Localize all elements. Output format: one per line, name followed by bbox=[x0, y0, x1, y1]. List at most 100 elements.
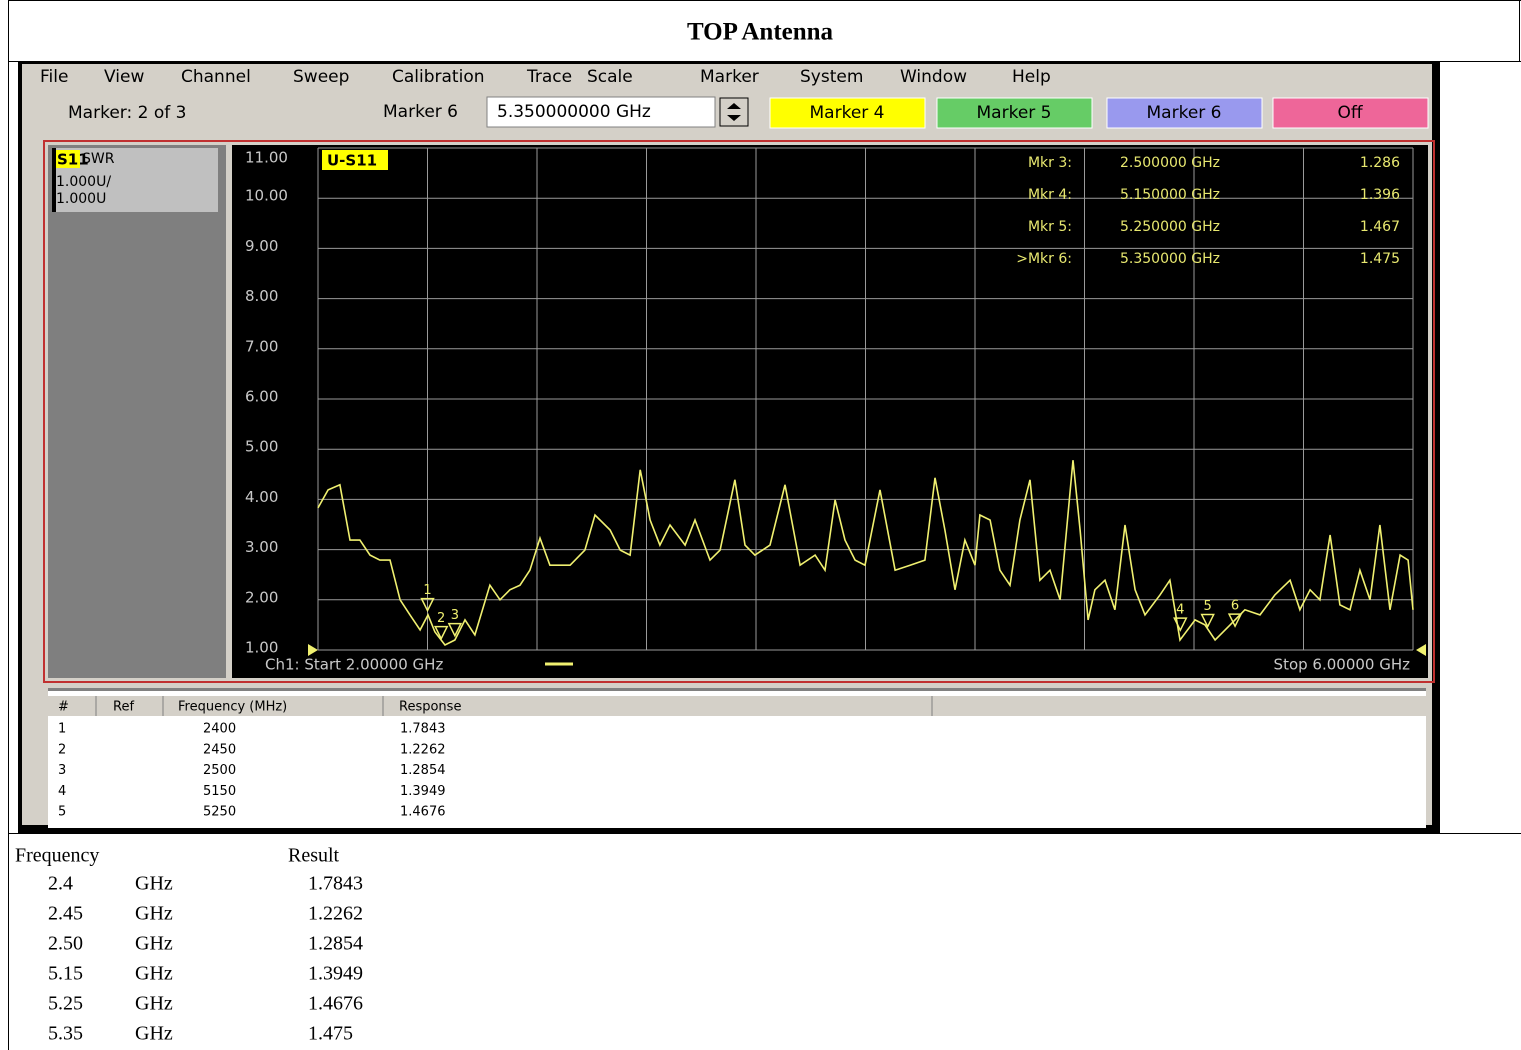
results-cell: GHz bbox=[135, 1023, 173, 1045]
readout-label: Mkr 3: bbox=[1028, 155, 1072, 171]
results-cell: GHz bbox=[135, 873, 173, 895]
trace-panel bbox=[48, 145, 226, 678]
y-tick-label: 3.00 bbox=[245, 538, 278, 556]
trace-line bbox=[317, 460, 1414, 647]
marker-button[interactable] bbox=[1272, 97, 1429, 129]
table-cell: 4 bbox=[58, 784, 66, 799]
table-cell: 3 bbox=[58, 763, 66, 778]
marker-button[interactable] bbox=[1106, 97, 1263, 129]
table-cell: 1.4676 bbox=[400, 805, 446, 820]
readout-value: 1.286 bbox=[1360, 155, 1400, 171]
results-cell: 1.4676 bbox=[308, 993, 363, 1015]
results-header: Frequency bbox=[15, 845, 99, 867]
results-cell: 1.475 bbox=[308, 1023, 353, 1045]
table-cell: 5250 bbox=[203, 805, 236, 820]
plot: 1.00 2.00 3.00 4.00 5.00 6.00 7.00 8.00 9.00 10.0… bbox=[245, 147, 1414, 657]
marker-triangle bbox=[1227, 613, 1243, 628]
results-cell: 1.7843 bbox=[308, 873, 363, 895]
table-header-cell: Ref bbox=[113, 700, 134, 715]
readout-value: 1.475 bbox=[1360, 251, 1400, 267]
table-cell: 6 bbox=[58, 826, 66, 841]
y-tick-label: 2.00 bbox=[245, 588, 278, 606]
table-cell: 1.2854 bbox=[400, 763, 446, 778]
results-cell: 1.3949 bbox=[308, 963, 363, 985]
plot-area bbox=[232, 145, 1428, 678]
results-cell: GHz bbox=[135, 903, 173, 925]
table-cell: 5 bbox=[58, 805, 66, 820]
table-edge bbox=[48, 688, 1426, 691]
readout-label: Mkr 5: bbox=[1028, 219, 1072, 235]
marker-input[interactable] bbox=[486, 96, 716, 128]
y-tick-label: 10.00 bbox=[245, 187, 288, 205]
marker-triangle bbox=[447, 622, 463, 638]
readout-freq: 2.500000 GHz bbox=[1120, 155, 1220, 171]
results-cell: 1.2854 bbox=[308, 933, 363, 955]
table-cell: 1.7843 bbox=[400, 722, 446, 737]
marker-button-label: Marker 5 bbox=[977, 103, 1052, 123]
ref-arrow bbox=[308, 644, 318, 656]
menu-item[interactable]: Help bbox=[1012, 67, 1051, 87]
menu-item[interactable]: Marker bbox=[700, 67, 759, 87]
table-header-cell: Response bbox=[399, 700, 461, 715]
y-tick-label: 9.00 bbox=[245, 237, 278, 255]
marker-table-body: # Ref Frequency (MHz) Response 1 2400 1.7843 2 2… bbox=[58, 696, 933, 841]
table-header-cell: Frequency (MHz) bbox=[178, 700, 287, 715]
readout-freq: 5.150000 GHz bbox=[1120, 187, 1220, 203]
results-cell: 2.45 bbox=[48, 903, 83, 925]
results-header: Result bbox=[288, 845, 340, 867]
results-cell: GHz bbox=[135, 963, 173, 985]
toolbar: Marker: 2 of 3 Marker 6 5.350000000 GHz … bbox=[68, 96, 1429, 129]
menu-bar: File View Channel Sweep Calibration Trace Scal… bbox=[40, 67, 1051, 87]
menu-item[interactable]: Sweep bbox=[293, 67, 349, 87]
menu-item[interactable]: Trace bbox=[526, 67, 572, 87]
menu-item[interactable]: Scale bbox=[587, 67, 633, 87]
trace-ref: 1.000U bbox=[56, 191, 106, 207]
menu-item[interactable]: Calibration bbox=[392, 67, 485, 87]
trace-box-edge bbox=[52, 148, 56, 212]
marker-button[interactable] bbox=[769, 97, 926, 129]
menu-item[interactable]: Window bbox=[900, 67, 967, 87]
marker-label: 6 bbox=[1231, 599, 1239, 614]
menu-item[interactable]: View bbox=[104, 67, 144, 87]
results-cell: GHz bbox=[135, 993, 173, 1015]
results-cell: 2.4 bbox=[48, 873, 73, 895]
menu-item[interactable]: System bbox=[800, 67, 863, 87]
menu-item[interactable]: File bbox=[40, 67, 68, 87]
chart-frame bbox=[43, 140, 1435, 683]
marker-label: 2 bbox=[437, 611, 445, 626]
readout-label: >Mkr 6: bbox=[1016, 251, 1072, 267]
trace-label: U-S11 bbox=[327, 152, 377, 170]
marker-field-label: Marker 6 bbox=[383, 102, 458, 122]
table-cell: 2500 bbox=[203, 763, 236, 778]
stop-label: Stop 6.00000 GHz bbox=[1274, 656, 1411, 674]
y-tick-label: 8.00 bbox=[245, 287, 278, 305]
marker-triangle bbox=[420, 597, 435, 613]
y-tick-label: 4.00 bbox=[245, 488, 278, 506]
results-cell: 1.2262 bbox=[308, 903, 363, 925]
menu-item[interactable]: Channel bbox=[181, 67, 251, 87]
readout-label: Mkr 4: bbox=[1028, 187, 1072, 203]
y-tick-label: 6.00 bbox=[245, 388, 278, 406]
marker-button[interactable] bbox=[936, 97, 1093, 129]
spin-button[interactable] bbox=[719, 97, 749, 127]
y-tick-label: 1.00 bbox=[245, 639, 278, 657]
marker-button-label: Marker 4 bbox=[810, 103, 885, 123]
trace-scale: 1.000U/ bbox=[56, 174, 111, 190]
table-cell: 1.4750 bbox=[400, 826, 446, 841]
results-cell: GHz bbox=[135, 933, 173, 955]
param-highlight bbox=[56, 150, 80, 168]
readout-value: 1.396 bbox=[1360, 187, 1400, 203]
marker-label: 5 bbox=[1204, 599, 1212, 614]
y-tick-label: 11.00 bbox=[245, 149, 288, 167]
table-cell: 1 bbox=[58, 722, 66, 737]
marker-triangle bbox=[1173, 617, 1188, 632]
start-label: Ch1: Start 2.00000 GHz bbox=[265, 656, 443, 674]
ref-arrow bbox=[1416, 644, 1426, 656]
results-cell: 2.50 bbox=[48, 933, 83, 955]
table-cell: 1.3949 bbox=[400, 784, 446, 799]
trace-param: S11 bbox=[57, 151, 89, 169]
table-cell: 1.2262 bbox=[400, 742, 446, 757]
table-cell: 5350 bbox=[203, 826, 236, 841]
marker-label: 4 bbox=[1176, 603, 1184, 618]
doc-title: TOP Antenna bbox=[687, 19, 834, 46]
